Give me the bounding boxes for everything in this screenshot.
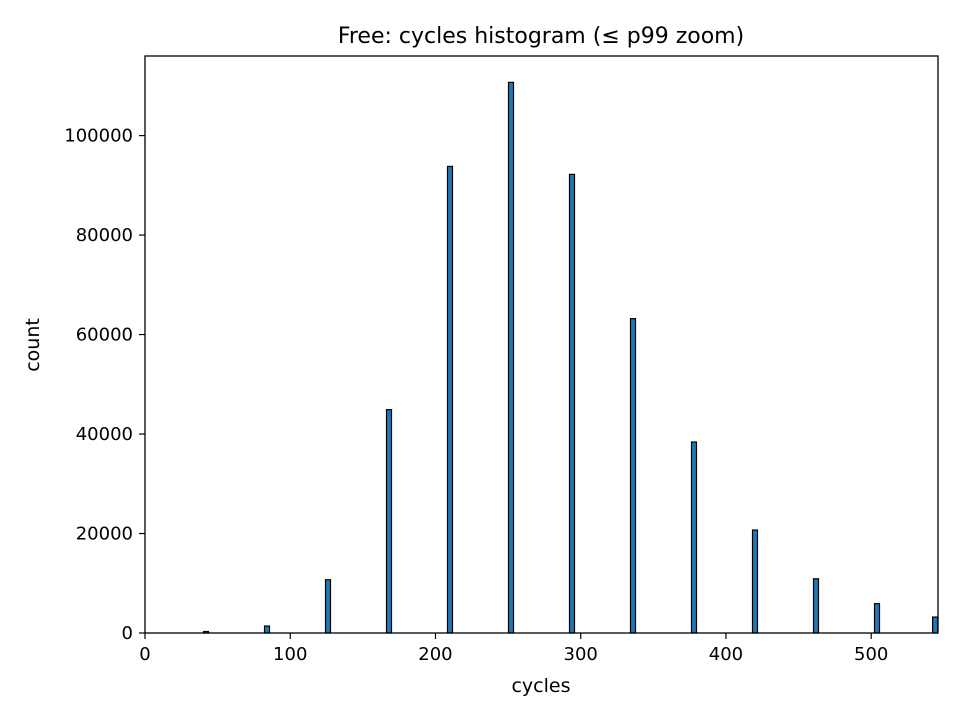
y-tick-label-80000: 80000 [76, 225, 133, 246]
x-axis-label: cycles [511, 675, 570, 697]
y-tick-label-0: 0 [122, 623, 133, 644]
bars-layer [202, 81, 939, 634]
x-tick-label-100: 100 [273, 644, 307, 665]
histogram-bar-12 [931, 616, 939, 634]
histogram-bar-2 [324, 579, 332, 634]
x-tick-label-200: 200 [418, 644, 452, 665]
x-tick-label-400: 400 [709, 644, 743, 665]
histogram-bar-11 [873, 603, 881, 634]
plot-frame [144, 55, 939, 634]
x-tick-label-300: 300 [564, 644, 598, 665]
y-tick-label-60000: 60000 [76, 325, 133, 346]
y-tick-label-100000: 100000 [64, 126, 133, 147]
histogram-bar-7 [629, 318, 637, 634]
histogram-bar-10 [812, 578, 820, 634]
y-tick-label-40000: 40000 [76, 424, 133, 445]
histogram-bar-5 [507, 81, 515, 634]
chart-title: Free: cycles histogram (≤ p99 zoom) [338, 24, 744, 49]
x-tick-label-500: 500 [854, 644, 888, 665]
histogram-bar-1 [263, 625, 271, 634]
histogram-bar-4 [446, 165, 454, 634]
histogram-bar-8 [690, 441, 698, 634]
histogram-bar-9 [751, 529, 759, 634]
y-axis-label: count [22, 318, 44, 372]
y-tick-label-20000: 20000 [76, 524, 133, 545]
ticks-layer: 0 100 200 300 400 500 0 20000 40000 60000 80000 100… [64, 126, 888, 665]
histogram-bar-6 [568, 173, 576, 634]
histogram-bar-3 [385, 409, 393, 634]
x-tick-label-0: 0 [139, 644, 150, 665]
